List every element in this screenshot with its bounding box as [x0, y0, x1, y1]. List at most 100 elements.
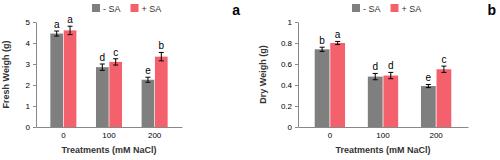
significance-letter: b — [159, 40, 165, 51]
panel-label: a — [232, 2, 240, 18]
legend: - SA+ SA — [92, 4, 161, 14]
axis-line — [298, 23, 299, 128]
legend-swatch — [92, 4, 100, 12]
tick: 0.8 — [281, 39, 298, 48]
significance-letter: c — [441, 54, 446, 65]
tick: 1 — [288, 18, 298, 27]
x-axis-title: Treatments (mM NaCl) — [335, 145, 430, 155]
error-bar — [426, 84, 431, 87]
significance-letter: c — [113, 47, 118, 58]
axis-line — [36, 23, 37, 128]
legend-swatch — [131, 4, 139, 12]
x-axis: 0100200 — [37, 128, 183, 140]
tick: 200 — [429, 131, 443, 140]
plot-area — [50, 26, 167, 127]
error-stem — [443, 66, 444, 72]
error-stem — [322, 47, 323, 51]
error-bar — [335, 41, 340, 44]
error-cap — [320, 51, 325, 52]
tick-label: 0.2 — [281, 102, 293, 111]
error-cap — [145, 77, 150, 78]
significance-letter: b — [319, 35, 325, 46]
y-axis-title: Fresh Weigh (g) — [1, 41, 11, 109]
bar — [64, 30, 77, 127]
x-axis-title: Treatments (mM NaCl) — [61, 145, 156, 155]
error-cap — [68, 34, 73, 35]
chart-panel: adeacb0123450100200Treatments (mM NaCl)F… — [1, 2, 240, 155]
error-bar — [145, 77, 150, 82]
error-cap — [100, 70, 105, 71]
tick-label: 0.6 — [281, 60, 293, 69]
error-stem — [115, 59, 116, 65]
bar — [383, 76, 398, 127]
error-stem — [161, 52, 162, 60]
legend-swatch — [352, 4, 360, 12]
bar — [142, 80, 155, 127]
error-bar — [320, 47, 325, 51]
tick-label: 1 — [288, 18, 293, 27]
error-stem — [147, 77, 148, 82]
tick-mark — [295, 85, 298, 86]
tick: 0 — [288, 123, 298, 132]
y-axis-title: Dry Weigh (g) — [258, 45, 268, 103]
tick: 0 — [328, 131, 333, 140]
annotations: bdeadc — [319, 29, 446, 83]
y-axis: 012345 — [26, 18, 37, 132]
bar — [330, 43, 345, 127]
tick: 2 — [26, 81, 36, 90]
error-cap — [335, 44, 340, 45]
tick-mark — [33, 127, 36, 128]
legend-label: + SA — [142, 4, 162, 14]
error-stem — [375, 73, 376, 79]
error-cap — [145, 82, 150, 83]
legend-label: + SA — [402, 4, 422, 14]
error-bar — [113, 59, 118, 65]
significance-letter: a — [54, 19, 60, 30]
tick-mark — [33, 85, 36, 86]
tick: 0.2 — [281, 102, 298, 111]
tick-mark — [295, 22, 298, 23]
plot-area — [315, 41, 452, 127]
error-cap — [54, 31, 59, 32]
tick-mark — [295, 106, 298, 107]
error-cap — [388, 78, 393, 79]
tick-mark — [33, 106, 36, 107]
x-axis: 0100200 — [299, 128, 469, 140]
tick-label: 3 — [26, 60, 31, 69]
error-stem — [390, 72, 391, 78]
tick-label: 4 — [26, 39, 31, 48]
error-cap — [373, 73, 378, 74]
tick-mark — [33, 43, 36, 44]
tick: 0.4 — [281, 81, 298, 90]
error-cap — [159, 52, 164, 53]
significance-letter: a — [67, 14, 73, 25]
significance-letter: d — [372, 61, 378, 72]
error-bar — [159, 52, 164, 60]
error-cap — [335, 41, 340, 42]
panel-label: b — [487, 2, 496, 18]
tick-label: 0.4 — [281, 81, 293, 90]
bar — [96, 67, 109, 127]
bar — [368, 77, 383, 127]
significance-letter: d — [388, 60, 394, 71]
error-cap — [426, 87, 431, 88]
tick-label: 200 — [148, 131, 162, 140]
chart-panel: bdeadc00.20.40.60.810100200Treatments (m… — [258, 2, 496, 155]
legend: - SA+ SA — [352, 4, 421, 14]
error-cap — [388, 72, 393, 73]
tick-label: 0 — [328, 131, 333, 140]
axis-line — [37, 127, 183, 128]
axis-line — [299, 127, 469, 128]
tick-mark — [33, 22, 36, 23]
tick: 4 — [26, 39, 36, 48]
tick-mark — [295, 127, 298, 128]
error-cap — [68, 26, 73, 27]
y-axis: 0 0.2 0.4 0.6 0.8 1 — [281, 18, 299, 132]
error-bar — [54, 31, 59, 36]
significance-letter: a — [335, 29, 341, 40]
error-bar — [441, 66, 446, 72]
bar — [421, 86, 436, 127]
tick: 1 — [26, 102, 36, 111]
significance-letter: e — [145, 65, 151, 76]
figure: adeacb0123450100200Treatments (mM NaCl)F… — [0, 0, 500, 160]
